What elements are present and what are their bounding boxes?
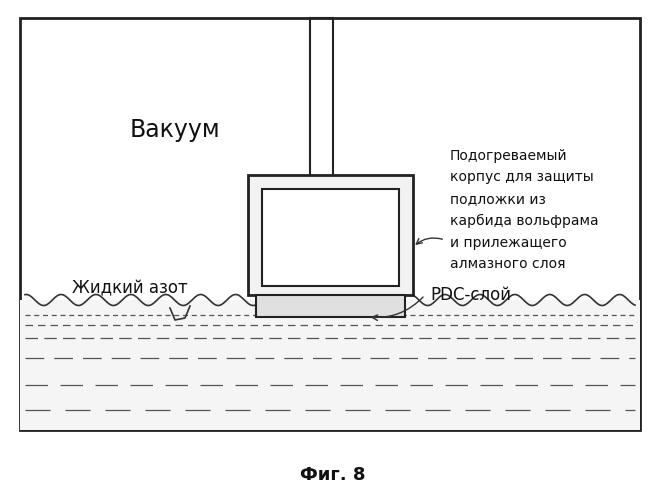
Text: Подогреваемый
корпус для защиты
подложки из
карбида вольфрама
и прилежащего
алма: Подогреваемый корпус для защиты подложки… <box>450 148 599 272</box>
Bar <box>20 18 640 430</box>
Bar <box>262 189 399 286</box>
Text: Фиг. 8: Фиг. 8 <box>300 466 366 484</box>
Text: PDC-слой: PDC-слой <box>430 286 511 304</box>
Bar <box>256 295 405 317</box>
Bar <box>248 175 413 295</box>
Text: Вакуум: Вакуум <box>130 118 220 142</box>
Text: Жидкий азот: Жидкий азот <box>72 279 188 297</box>
Bar <box>20 300 640 430</box>
